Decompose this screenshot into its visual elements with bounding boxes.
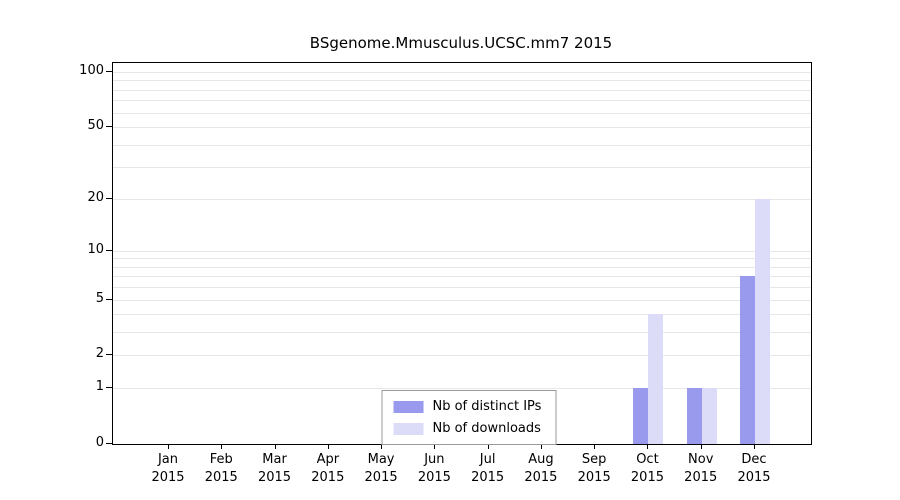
x-tick-label-jun: Jun 2015 [406,451,462,486]
bar-distinct-ips-nov [686,388,702,444]
gridline [113,144,811,146]
x-tick-month: Feb [209,452,233,467]
x-tick-year: 2015 [417,469,451,485]
gridline [113,266,811,268]
x-tick-label-aug: Aug 2015 [513,451,569,486]
legend-item-distinct-ips: Nb of distinct IPs [393,399,541,414]
x-tick-year: 2015 [577,469,611,485]
x-tick-month: Aug [528,452,554,467]
gridline [113,258,811,260]
legend-label-distinct-ips: Nb of distinct IPs [432,399,542,414]
gridline [113,89,811,91]
gridline [113,71,811,73]
y-tick-mark [106,249,112,251]
x-tick-year: 2015 [684,469,718,485]
x-tick-year: 2015 [364,469,398,485]
legend-swatch-distinct-ips [393,400,424,413]
x-tick-label-jan: Jan 2015 [140,451,196,486]
gridline [113,112,811,114]
x-tick-mark [754,444,755,449]
x-tick-mark [274,444,276,449]
x-tick-month: Mar [262,452,287,467]
x-tick-label-mar: Mar 2015 [247,451,303,486]
y-tick-label: 1 [95,379,104,395]
gridline [113,287,811,289]
x-tick-month: Sep [581,452,607,467]
x-tick-label-jul: Jul 2015 [460,451,516,486]
legend-item-downloads: Nb of downloads [393,421,541,436]
x-tick-year: 2015 [204,469,238,485]
bar-downloads-oct [648,314,664,444]
x-tick-mark [594,444,596,449]
y-tick-label: 2 [95,346,104,362]
x-tick-label-sep: Sep 2015 [566,451,622,486]
y-tick-mark [106,298,112,300]
x-tick-month: Oct [636,452,659,467]
bar-distinct-ips-dec [740,276,755,444]
y-tick-label: 5 [95,290,104,306]
gridline [113,250,811,252]
x-tick-year: 2015 [151,469,185,485]
x-tick-label-oct: Oct 2015 [619,451,675,486]
x-tick-mark [700,444,702,449]
x-tick-mark [327,444,329,449]
x-tick-mark [221,444,223,449]
x-tick-month: Jun [424,452,445,467]
x-tick-label-feb: Feb 2015 [193,451,249,486]
x-tick-year: 2015 [737,469,771,485]
gridline [113,314,811,316]
x-tick-mark [168,444,169,449]
chart-title: BSgenome.Mmusculus.UCSC.mm7 2015 [309,34,613,52]
x-tick-mark [381,444,383,449]
y-tick-label: 100 [79,62,104,78]
x-tick-mark [434,444,436,449]
y-tick-mark [106,443,112,444]
x-tick-year: 2015 [471,469,505,485]
gridline [113,332,811,334]
x-tick-year: 2015 [524,469,558,485]
x-tick-label-nov: Nov 2015 [673,451,729,486]
y-tick-mark [106,354,112,356]
x-tick-label-dec: Dec 2015 [726,451,782,486]
x-tick-label-may: May 2015 [353,451,409,486]
x-tick-month: May [367,452,395,467]
gridline [113,100,811,102]
x-tick-month: Jul [479,452,496,467]
x-tick-year: 2015 [257,469,292,485]
y-tick-label: 50 [87,118,104,134]
bar-downloads-dec [755,198,770,444]
y-tick-label: 10 [87,241,104,257]
gridline [113,355,811,357]
y-tick-mark [106,126,112,128]
x-tick-year: 2015 [630,469,664,485]
gridline [113,167,811,169]
x-tick-month: Apr [316,452,340,467]
y-tick-label: 20 [87,189,104,205]
gridline [113,198,811,200]
legend-swatch-downloads [393,422,424,435]
x-tick-month: Dec [741,452,767,467]
x-tick-mark [540,444,542,449]
x-tick-mark [647,444,649,449]
y-tick-label: 0 [95,435,104,450]
gridline [113,299,811,301]
x-tick-month: Jan [157,452,179,467]
bar-distinct-ips-oct [633,388,649,444]
y-tick-mark [106,70,112,72]
gridline [113,127,811,129]
legend-label-downloads: Nb of downloads [432,421,541,436]
legend: Nb of distinct IPs Nb of downloads [381,390,557,445]
x-tick-month: Nov [688,452,714,467]
gridline [113,388,811,390]
x-tick-year: 2015 [311,469,345,485]
y-tick-mark [106,197,112,199]
y-tick-mark [106,387,112,389]
x-tick-mark [487,444,489,449]
plot-area: Nb of distinct IPs Nb of downloads [112,62,812,445]
gridline [113,276,811,278]
bar-downloads-nov [701,388,717,444]
x-tick-label-apr: Apr 2015 [300,451,356,486]
gridline [113,80,811,82]
